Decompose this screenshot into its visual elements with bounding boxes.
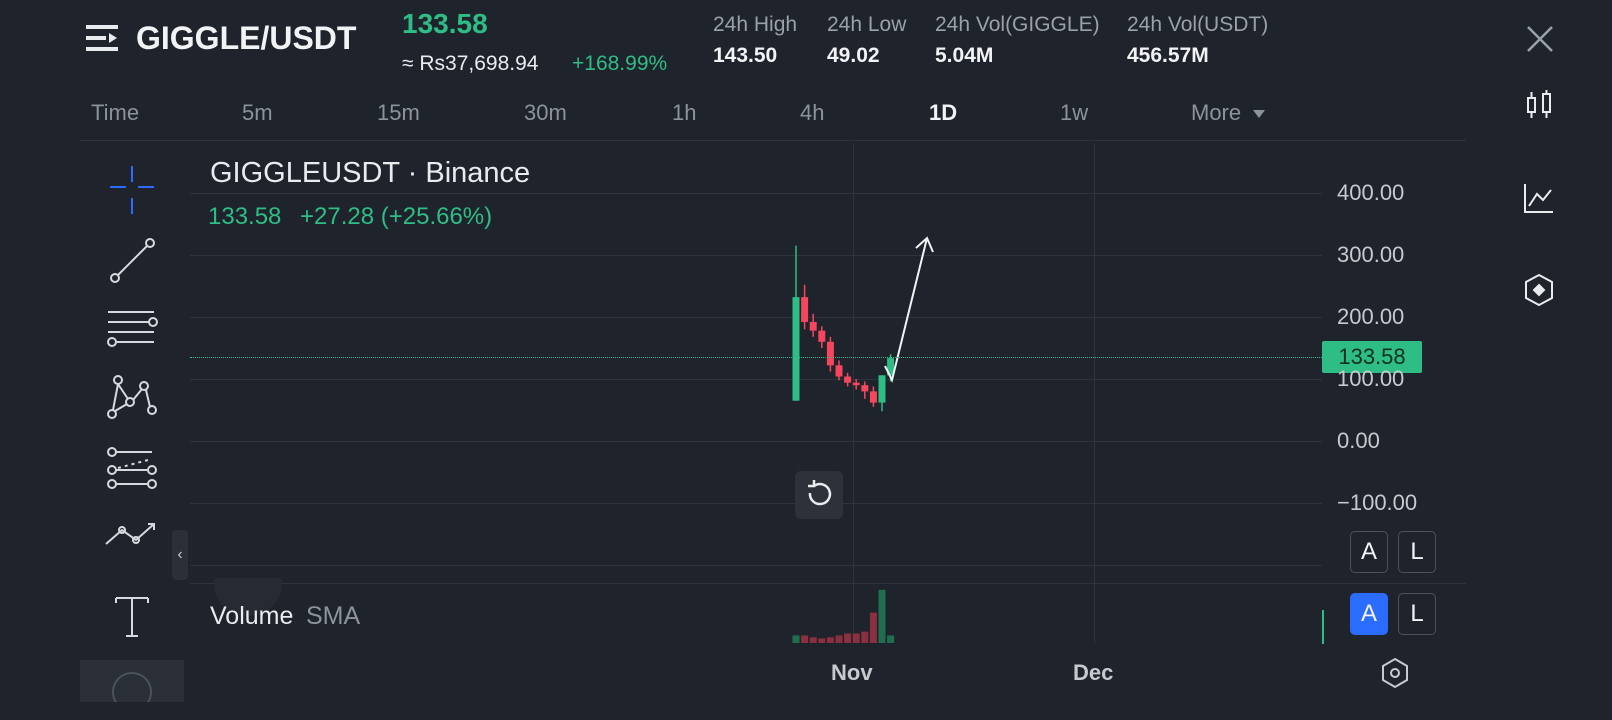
refresh-icon xyxy=(808,480,832,506)
stat-24h-vol-base-value: 5.04M xyxy=(935,44,994,67)
volume-bar xyxy=(801,635,809,643)
reset-chart-button[interactable] xyxy=(795,471,843,519)
y-tick-label: 100.00 xyxy=(1337,366,1405,391)
tabs-divider xyxy=(80,140,1466,141)
grid-line-nov xyxy=(853,143,854,643)
candle-body xyxy=(792,297,800,401)
volume-bar xyxy=(792,635,800,643)
grid-line-dec xyxy=(1094,143,1095,643)
y-tick-label: −100.00 xyxy=(1337,490,1418,515)
grid-line-bottom xyxy=(190,565,1322,566)
fiat-price: ≈ Rs37,698.94 xyxy=(402,52,539,75)
tab-1h[interactable]: 1h xyxy=(672,100,697,125)
tab-30m[interactable]: 30m xyxy=(524,100,567,125)
volume-bar xyxy=(844,633,852,643)
y-tick-label: 200.00 xyxy=(1337,304,1405,329)
volume-bar xyxy=(809,637,817,643)
last-price: 133.58 xyxy=(402,8,488,39)
stat-24h-vol-quote-label: 24h Vol(USDT) xyxy=(1127,13,1269,36)
grid-line-300 xyxy=(190,255,1322,256)
y-tick-label: 0.00 xyxy=(1337,428,1380,453)
volume-bar xyxy=(887,635,895,643)
candle-body xyxy=(809,321,817,331)
menu-icon[interactable] xyxy=(86,22,120,56)
volume-bar xyxy=(861,631,869,643)
stat-24h-high-label: 24h High xyxy=(713,13,798,36)
candle-body xyxy=(826,341,834,366)
volume-label: Volume xyxy=(210,602,294,630)
collapse-toolbar-button[interactable]: ‹ xyxy=(172,530,188,580)
ohlc-change: +27.28 (+25.66%) xyxy=(300,203,493,230)
candle-body xyxy=(861,385,869,392)
volume-pane-divider xyxy=(190,583,1466,584)
trend-line-icon[interactable] xyxy=(104,234,160,290)
close-icon[interactable] xyxy=(1525,24,1555,54)
volume-log-scale-button[interactable]: L xyxy=(1398,593,1436,635)
grid-line-200 xyxy=(190,317,1322,318)
more-tools-button[interactable] xyxy=(80,660,184,702)
volume-auto-scale-button[interactable]: A xyxy=(1350,593,1388,635)
candle-body xyxy=(878,375,886,403)
horizontal-lines-icon[interactable] xyxy=(104,304,160,360)
log-scale-button[interactable]: L xyxy=(1398,531,1436,573)
auto-scale-button[interactable]: A xyxy=(1350,531,1388,573)
volume-bar xyxy=(835,635,843,643)
change-percent: +168.99% xyxy=(572,52,668,75)
path-icon[interactable] xyxy=(104,516,160,572)
pair-title[interactable]: GIGGLE/USDT xyxy=(136,20,357,56)
volume-sma-label: SMA xyxy=(306,602,361,630)
last-price-tag: 133.58 xyxy=(1322,341,1422,373)
candle-body xyxy=(852,382,860,386)
tab-1d[interactable]: 1D xyxy=(929,100,958,125)
line-chart-icon[interactable] xyxy=(1521,180,1557,216)
tab-more[interactable]: More xyxy=(1191,100,1266,126)
stat-24h-vol-quote-value: 456.57M xyxy=(1127,44,1209,67)
volume-axis-marker xyxy=(1322,610,1324,644)
candle-body xyxy=(835,365,843,377)
more-dots-icon xyxy=(112,672,152,702)
pattern-icon[interactable] xyxy=(104,374,160,430)
grid-line-minus100 xyxy=(190,503,1322,504)
tab-4h[interactable]: 4h xyxy=(800,100,825,125)
stat-24h-low-value: 49.02 xyxy=(827,44,880,67)
grid-line-400 xyxy=(190,193,1322,194)
drawn-arrow-line[interactable] xyxy=(884,237,928,383)
stat-24h-low-label: 24h Low xyxy=(827,13,907,36)
candle-body xyxy=(869,391,877,403)
candlestick-icon[interactable] xyxy=(1521,88,1557,124)
stat-24h-vol-base-label: 24h Vol(GIGGLE) xyxy=(935,13,1100,36)
drawn-arrow-head[interactable] xyxy=(915,236,934,253)
ohlc-last: 133.58 xyxy=(208,203,282,230)
chevron-down-icon xyxy=(1253,110,1266,119)
candle-body xyxy=(844,376,852,383)
candle-body xyxy=(801,297,809,322)
volume-bar xyxy=(869,612,877,643)
more-label: More xyxy=(1191,100,1242,125)
y-tick-label: 400.00 xyxy=(1337,180,1405,205)
volume-bar xyxy=(826,637,834,643)
volume-bar xyxy=(818,638,826,643)
text-tool-icon[interactable] xyxy=(104,590,160,646)
volume-bar xyxy=(852,633,860,643)
x-label-dec: Dec xyxy=(1073,660,1114,685)
tab-15m[interactable]: 15m xyxy=(377,100,420,125)
grid-line-100 xyxy=(190,379,1322,380)
volume-bar xyxy=(878,589,886,643)
crosshair-icon[interactable] xyxy=(104,162,160,218)
grid-line-0 xyxy=(190,441,1322,442)
tab-time[interactable]: Time xyxy=(91,100,140,125)
indicators-icon[interactable] xyxy=(1521,272,1557,308)
candle-body xyxy=(887,358,895,376)
y-tick-label: 300.00 xyxy=(1337,242,1405,267)
tab-5m[interactable]: 5m xyxy=(242,100,273,125)
last-price-line xyxy=(190,357,1322,358)
fib-channel-icon[interactable] xyxy=(104,446,160,502)
stat-24h-high-value: 143.50 xyxy=(713,44,778,67)
x-label-nov: Nov xyxy=(831,660,873,685)
chart-settings-icon[interactable] xyxy=(1378,656,1412,690)
tab-1w[interactable]: 1w xyxy=(1060,100,1089,125)
candle-body xyxy=(818,330,826,342)
chart-symbol-title: GIGGLEUSDT · Binance xyxy=(210,157,531,189)
